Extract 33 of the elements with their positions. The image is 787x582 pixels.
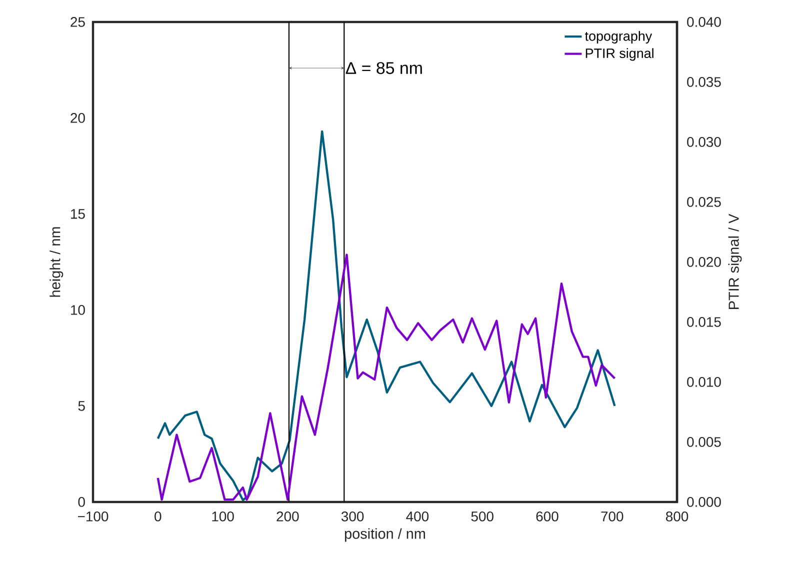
y2-tick-label: 0.020: [687, 257, 721, 267]
y2-tick-label: 0.040: [687, 17, 721, 27]
y2-tick-label: 0.015: [687, 317, 721, 327]
x-tick-label: 0: [154, 511, 162, 522]
y2-axis-title: PTIR signal / V: [728, 214, 742, 309]
y-tick-label: 5: [78, 401, 85, 411]
line-series: [156, 254, 616, 501]
y-tick-label: 0: [78, 497, 85, 507]
y2-tick-label: 0.005: [687, 437, 721, 447]
x-tick-label: 400: [406, 511, 429, 522]
y-tick-label: 10: [71, 305, 85, 315]
x-tick-label: 600: [536, 511, 558, 522]
legend-label: PTIR signal: [586, 48, 654, 61]
y2-tick-label: 0.010: [687, 377, 721, 387]
x-tick-label: 300: [341, 511, 364, 522]
x-tick-label: −100: [78, 511, 108, 522]
y2-tick-label: 0.030: [687, 137, 721, 147]
x-tick-label: 800: [666, 511, 688, 522]
line-series: [156, 130, 616, 502]
y-axis-title: height / nm: [50, 227, 64, 297]
y-tick-label: 20: [70, 113, 85, 123]
annotation: Δ = 85 nm: [346, 62, 422, 74]
x-tick-label: 100: [212, 511, 234, 522]
y2-tick-label: 0.000: [687, 497, 721, 507]
x-tick-label: 200: [276, 511, 299, 522]
x-tick-label: 500: [471, 511, 494, 522]
y2-tick-label: 0.025: [687, 197, 721, 207]
x-axis-title: position / nm: [344, 528, 425, 542]
y-tick-label: 25: [70, 17, 85, 27]
legend-label: topography: [585, 30, 652, 44]
y-tick-label: 15: [71, 209, 85, 219]
x-tick-label: 700: [601, 511, 624, 522]
y2-tick-label: 0.035: [687, 77, 721, 87]
